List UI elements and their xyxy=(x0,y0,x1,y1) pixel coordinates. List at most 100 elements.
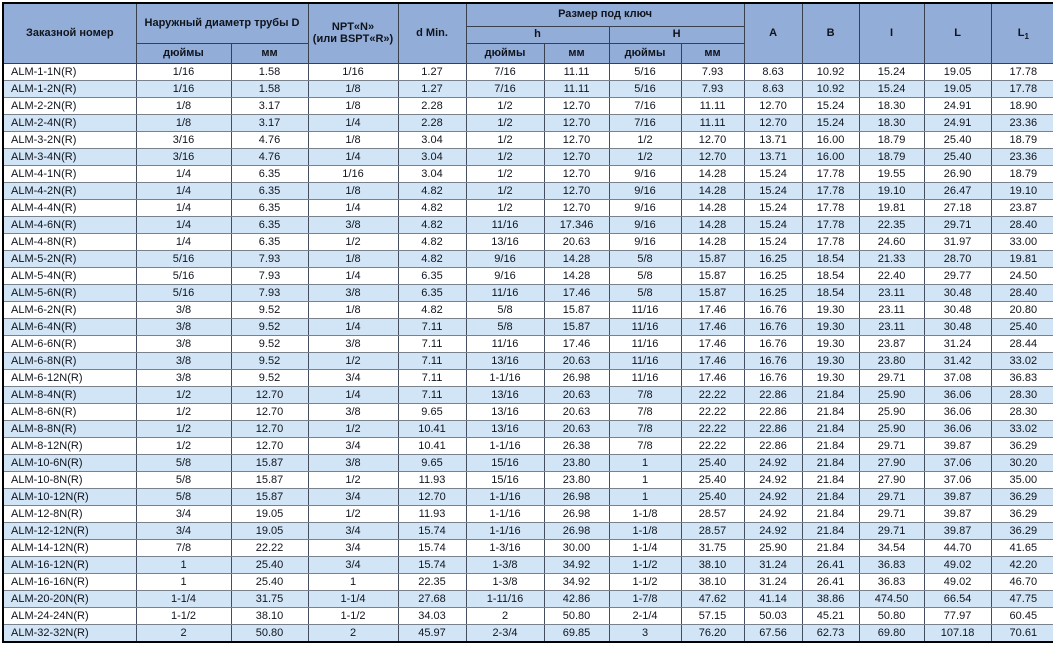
cell-d-min: 4.82 xyxy=(397,232,467,251)
cell-b: 19.30 xyxy=(801,317,860,336)
cell-i: 18.30 xyxy=(858,113,925,132)
cell-npt: 3/8 xyxy=(307,215,399,234)
cell-order-number: ALM-1-1N(R) xyxy=(2,62,137,81)
col-header-d-min: d Min. xyxy=(397,2,467,64)
cell-l: 30.48 xyxy=(923,283,992,302)
cell-hbig-mm: 25.40 xyxy=(680,453,745,472)
cell-od-mm: 9.52 xyxy=(230,334,309,353)
cell-hbig-inches: 1/2 xyxy=(608,147,682,166)
cell-od-mm: 12.70 xyxy=(230,419,309,438)
cell-od-inches: 1/4 xyxy=(135,232,232,251)
cell-od-inches: 3/8 xyxy=(135,300,232,319)
col-header-od-mm: мм xyxy=(230,42,309,64)
cell-h-inches: 13/16 xyxy=(465,419,545,438)
cell-npt: 3/4 xyxy=(307,368,399,387)
cell-l1: 28.44 xyxy=(990,334,1053,353)
cell-od-mm: 9.52 xyxy=(230,317,309,336)
cell-i: 23.11 xyxy=(858,317,925,336)
cell-h-inches: 13/16 xyxy=(465,351,545,370)
cell-order-number: ALM-12-8N(R) xyxy=(2,504,137,523)
cell-od-inches: 1/16 xyxy=(135,79,232,98)
table-row: ALM-12-8N(R) 3/4 19.05 1/2 11.93 1-1/16 26.98 1… xyxy=(2,504,1053,523)
cell-i: 24.60 xyxy=(858,232,925,251)
cell-d-min: 12.70 xyxy=(397,487,467,506)
cell-od-mm: 6.35 xyxy=(230,181,309,200)
cell-d-min: 4.82 xyxy=(397,181,467,200)
cell-l1: 60.45 xyxy=(990,606,1053,625)
cell-l: 31.42 xyxy=(923,351,992,370)
cell-od-mm: 6.35 xyxy=(230,198,309,217)
cell-h-mm: 26.38 xyxy=(543,436,610,455)
cell-hbig-inches: 7/8 xyxy=(608,436,682,455)
cell-h-mm: 20.63 xyxy=(543,385,610,404)
cell-npt: 1/8 xyxy=(307,130,399,149)
table-row: ALM-2-4N(R) 1/8 3.17 1/4 2.28 1/2 12.70 7/16 11.… xyxy=(2,113,1053,132)
cell-d-min: 1.27 xyxy=(397,79,467,98)
cell-b: 17.78 xyxy=(801,164,860,183)
cell-order-number: ALM-20-20N(R) xyxy=(2,589,137,608)
cell-b: 17.78 xyxy=(801,198,860,217)
cell-l1: 46.70 xyxy=(990,572,1053,591)
cell-h-inches: 13/16 xyxy=(465,402,545,421)
cell-a: 8.63 xyxy=(743,62,803,81)
cell-h-mm: 12.70 xyxy=(543,147,610,166)
cell-i: 25.90 xyxy=(858,402,925,421)
cell-od-inches: 5/16 xyxy=(135,266,232,285)
cell-d-min: 7.11 xyxy=(397,385,467,404)
cell-order-number: ALM-16-16N(R) xyxy=(2,572,137,591)
cell-od-inches: 3/16 xyxy=(135,147,232,166)
table-row: ALM-1-2N(R) 1/16 1.58 1/8 1.27 7/16 11.11 5/16 7… xyxy=(2,79,1053,98)
cell-a: 16.25 xyxy=(743,283,803,302)
cell-od-mm: 3.17 xyxy=(230,113,309,132)
cell-hbig-mm: 22.22 xyxy=(680,419,745,438)
cell-b: 16.00 xyxy=(801,130,860,149)
cell-d-min: 7.11 xyxy=(397,334,467,353)
cell-hbig-inches: 1-1/2 xyxy=(608,572,682,591)
table-row: ALM-5-6N(R) 5/16 7.93 3/8 6.35 11/16 17.46 5/8 1… xyxy=(2,283,1053,302)
cell-i: 36.83 xyxy=(858,555,925,574)
cell-l: 26.47 xyxy=(923,181,992,200)
col-header-b: B xyxy=(801,2,860,64)
cell-h-mm: 12.70 xyxy=(543,130,610,149)
cell-od-inches: 3/16 xyxy=(135,130,232,149)
cell-d-min: 4.82 xyxy=(397,198,467,217)
cell-order-number: ALM-4-2N(R) xyxy=(2,181,137,200)
cell-npt: 1-1/4 xyxy=(307,589,399,608)
cell-hbig-mm: 15.87 xyxy=(680,283,745,302)
cell-i: 21.33 xyxy=(858,249,925,268)
cell-od-inches: 1/4 xyxy=(135,198,232,217)
cell-b: 18.54 xyxy=(801,283,860,302)
cell-d-min: 45.97 xyxy=(397,623,467,642)
cell-h-inches: 1/2 xyxy=(465,130,545,149)
cell-h-mm: 20.63 xyxy=(543,402,610,421)
cell-hbig-inches: 9/16 xyxy=(608,164,682,183)
cell-hbig-inches: 3 xyxy=(608,623,682,642)
cell-npt: 1/16 xyxy=(307,164,399,183)
cell-l1: 36.29 xyxy=(990,487,1053,506)
cell-l1: 42.20 xyxy=(990,555,1053,574)
cell-d-min: 22.35 xyxy=(397,572,467,591)
cell-h-inches: 1-3/16 xyxy=(465,538,545,557)
cell-b: 21.84 xyxy=(801,470,860,489)
cell-od-mm: 50.80 xyxy=(230,623,309,642)
cell-order-number: ALM-4-8N(R) xyxy=(2,232,137,251)
cell-od-inches: 1/4 xyxy=(135,215,232,234)
table-header: Заказной номер Наружный диаметр трубы D … xyxy=(2,2,1053,64)
cell-od-inches: 3/4 xyxy=(135,504,232,523)
col-header-outer-diameter: Наружный диаметр трубы D xyxy=(135,2,309,44)
cell-od-mm: 3.17 xyxy=(230,96,309,115)
cell-i: 18.79 xyxy=(858,130,925,149)
cell-od-inches: 1-1/4 xyxy=(135,589,232,608)
cell-hbig-mm: 31.75 xyxy=(680,538,745,557)
cell-l1: 28.40 xyxy=(990,283,1053,302)
cell-order-number: ALM-8-12N(R) xyxy=(2,436,137,455)
cell-l: 39.87 xyxy=(923,487,992,506)
cell-a: 16.25 xyxy=(743,266,803,285)
cell-od-inches: 1/8 xyxy=(135,96,232,115)
cell-i: 18.30 xyxy=(858,96,925,115)
col-header-l: L xyxy=(923,2,992,64)
cell-b: 21.84 xyxy=(801,436,860,455)
cell-npt: 1/4 xyxy=(307,198,399,217)
cell-h-mm: 26.98 xyxy=(543,487,610,506)
